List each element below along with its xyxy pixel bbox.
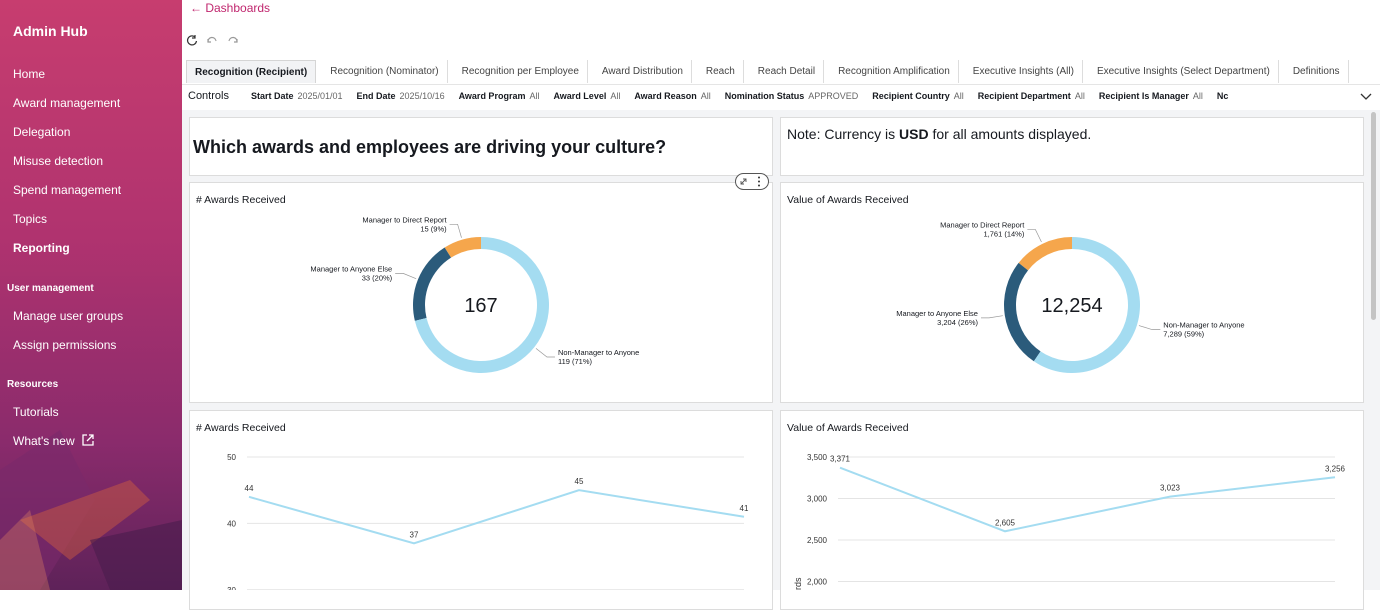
slice-value: 3,204 (26%) [937,318,978,327]
data-label: 3,256 [1325,464,1346,473]
line-series [840,468,1335,532]
leader-line [1139,326,1160,330]
y-tick-label: 2,500 [807,536,828,545]
y-tick-label: 30 [227,586,236,590]
data-label: 45 [575,477,584,486]
slice-label: Non-Manager to Anyone [1163,321,1244,330]
leader-line [536,348,555,357]
leader-line [1027,229,1041,242]
page: {"sidebar": {"title": "Admin Hub", "nav"… [0,0,1380,590]
charts: # Awards Received Manager to Direct Repor… [0,0,1380,590]
y-tick-label: 3,500 [807,453,828,462]
slice-label: Manager to Direct Report [940,220,1025,229]
data-label: 44 [245,484,254,493]
y-tick-label: 40 [227,519,236,528]
donut-segment [445,237,481,258]
slice-label: Non-Manager to Anyone [558,348,639,357]
donut-total: 12,254 [1041,295,1102,317]
slice-value: 1,761 (14%) [983,229,1024,238]
donut-segment [1004,263,1041,361]
data-label: 3,371 [830,455,851,464]
data-label: 37 [410,530,419,539]
data-label: 41 [740,504,749,513]
y-tick-label: 50 [227,453,236,462]
y-axis-label: rds [793,577,803,590]
slice-label: Manager to Direct Report [362,215,447,224]
donut-segment [1019,237,1072,270]
data-label: 3,023 [1160,484,1181,493]
slice-value: 119 (71%) [558,357,593,366]
data-label: 2,605 [995,518,1016,527]
chart-title: # Awards Received [196,194,286,206]
leader-line [395,273,416,278]
donut-total: 167 [464,295,497,317]
y-tick-label: 3,000 [807,495,828,504]
slice-value: 33 (20%) [362,273,393,282]
leader-line [450,224,462,237]
chart-title: # Awards Received [196,422,286,434]
leader-line [981,316,1003,318]
slice-value: 7,289 (59%) [1163,330,1204,339]
slice-label: Manager to Anyone Else [896,309,978,318]
line-series [249,490,744,543]
slice-value: 15 (9%) [420,224,447,233]
chart-title: Value of Awards Received [787,194,909,206]
y-tick-label: 2,000 [807,578,828,587]
chart-title: Value of Awards Received [787,422,909,434]
donut-segment [413,248,451,321]
slice-label: Manager to Anyone Else [310,264,392,273]
